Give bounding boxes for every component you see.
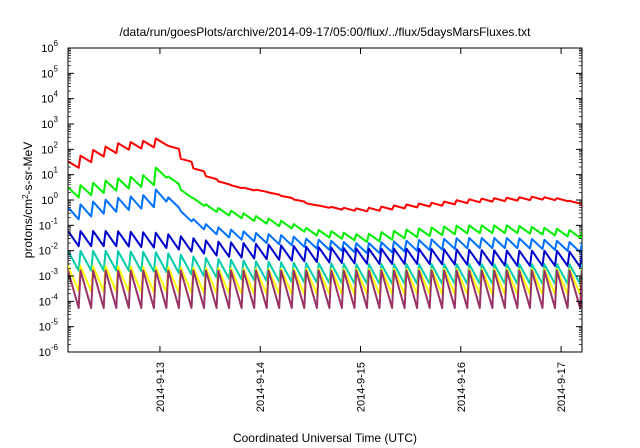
y-axis-label-prefix: protons/cm xyxy=(21,199,35,258)
y-tick-label: 103 xyxy=(41,115,58,131)
y-tick-exponent: 3 xyxy=(54,115,59,124)
y-tick-base: 10 xyxy=(39,322,51,334)
y-tick-base: 10 xyxy=(41,94,53,106)
series-line-1 xyxy=(68,137,582,213)
y-tick-base: 10 xyxy=(39,271,51,283)
y-tick-exponent: 4 xyxy=(54,90,59,99)
y-tick-label: 106 xyxy=(41,39,58,55)
y-tick-label: 10-2 xyxy=(39,242,59,258)
x-tick-label: 2014-9-13 xyxy=(155,362,167,412)
series-line-4 xyxy=(68,230,582,269)
y-tick-base: 10 xyxy=(39,220,51,232)
y-tick-label: 102 xyxy=(41,140,58,156)
y-tick-label: 10-5 xyxy=(39,318,59,334)
series-line-3 xyxy=(68,188,582,255)
y-tick-base: 10 xyxy=(41,144,53,156)
y-axis-label: protons/cm2-s-sr-MeV xyxy=(21,142,36,258)
y-tick-exponent: 6 xyxy=(54,39,59,48)
y-tick-base: 10 xyxy=(41,68,53,80)
y-tick-exponent: -6 xyxy=(51,343,59,352)
x-tick-label: 2014-9-15 xyxy=(356,362,368,412)
y-tick-label: 104 xyxy=(41,90,58,106)
y-tick-label: 105 xyxy=(41,64,58,80)
y-tick-exponent: -4 xyxy=(51,292,59,301)
y-tick-base: 10 xyxy=(39,246,51,258)
series-line-2 xyxy=(68,166,582,243)
y-axis-label-suffix: -s-sr-MeV xyxy=(21,142,35,195)
x-tick-label: 2014-9-14 xyxy=(255,362,267,412)
y-tick-exponent: -5 xyxy=(51,318,59,327)
y-tick-exponent: 2 xyxy=(54,140,59,149)
x-tick-label: 2014-9-17 xyxy=(556,362,568,412)
x-tick-label: 2014-9-16 xyxy=(456,362,468,412)
y-tick-label: 10-6 xyxy=(39,343,59,359)
y-tick-base: 10 xyxy=(41,43,53,55)
y-tick-exponent: 1 xyxy=(54,166,59,175)
y-tick-exponent: -3 xyxy=(51,267,59,276)
y-tick-label: 10-3 xyxy=(39,267,59,283)
y-tick-base: 10 xyxy=(41,170,53,182)
y-tick-exponent: -2 xyxy=(51,242,59,251)
y-axis-label-sup: 2 xyxy=(21,194,30,199)
y-tick-base: 10 xyxy=(41,119,53,131)
y-tick-base: 10 xyxy=(39,347,51,359)
y-tick-label: 101 xyxy=(41,166,58,182)
y-tick-label: 100 xyxy=(41,191,58,207)
y-tick-base: 10 xyxy=(41,195,53,207)
y-tick-exponent: 0 xyxy=(54,191,59,200)
y-tick-base: 10 xyxy=(39,296,51,308)
y-tick-exponent: -1 xyxy=(51,216,59,225)
x-axis-label: Coordinated Universal Time (UTC) xyxy=(233,431,417,445)
y-tick-exponent: 5 xyxy=(54,64,59,73)
series-line-7 xyxy=(68,269,582,309)
chart-title: /data/run/goesPlots/archive/2014-09-17/0… xyxy=(120,25,532,39)
y-tick-label: 10-4 xyxy=(39,292,59,308)
y-tick-label: 10-1 xyxy=(39,216,59,232)
